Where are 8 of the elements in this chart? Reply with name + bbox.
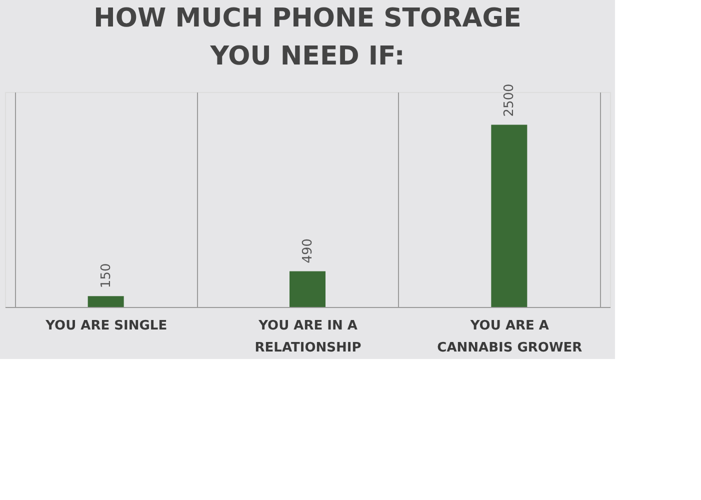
x-tick-label: YOU ARE IN A RELATIONSHIP [254,318,362,356]
data-label: 150 [98,263,114,288]
data-label: 490 [300,238,316,264]
x-tick-label: YOU ARE A CANNABIS GROWER [437,318,582,356]
x-tick-label: YOU ARE SINGLE [44,318,168,334]
text: HOW MUCH PHONE STORAGE [94,4,522,34]
data-label: 2500 [502,84,518,117]
text: YOU NEED IF: [210,42,405,72]
